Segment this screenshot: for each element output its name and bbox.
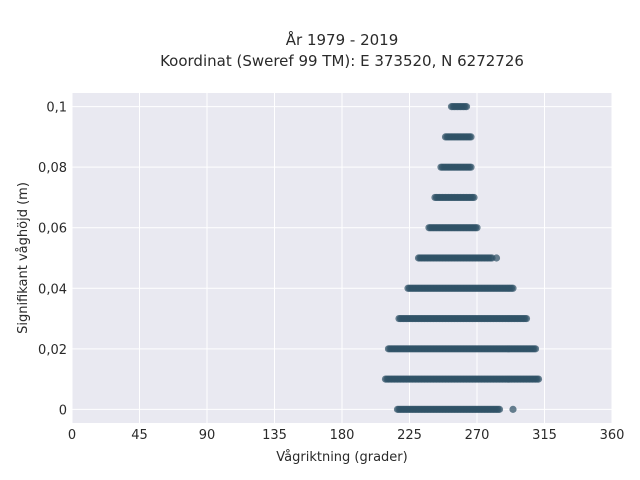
data-band (381, 375, 543, 383)
y-tick-label: 0,1 (46, 101, 67, 116)
data-point (467, 133, 475, 141)
y-tick-label: 0,08 (38, 161, 67, 176)
y-axis-label: Signifikant våghöjd (m) (16, 182, 31, 334)
y-tick-labels: 0 0,02 0,04 0,06 0,08 0,1 (38, 101, 67, 419)
data-point (492, 254, 501, 262)
data-band (384, 345, 540, 353)
data-band (441, 133, 475, 141)
data-band (393, 405, 517, 413)
data-point (462, 103, 471, 111)
chart-title: År 1979 - 2019 (286, 30, 399, 49)
x-tick-label: 90 (199, 428, 216, 443)
data-point (534, 375, 543, 383)
data-band (395, 314, 531, 323)
x-tick-labels: 0 45 90 135 180 225 270 315 360 (68, 428, 625, 443)
x-tick-label: 135 (262, 428, 287, 443)
data-band (447, 103, 471, 111)
x-tick-label: 315 (532, 428, 557, 443)
x-tick-label: 45 (131, 428, 148, 443)
data-point (473, 224, 481, 232)
data-band (431, 193, 478, 202)
y-tick-label: 0 (59, 403, 67, 418)
data-point (509, 405, 517, 413)
chart-subtitle: Koordinat (Sweref 99 TM): E 373520, N 62… (160, 52, 524, 70)
data-point (467, 163, 475, 171)
x-tick-label: 360 (600, 428, 625, 443)
y-tick-label: 0,06 (38, 222, 67, 237)
data-point (531, 345, 540, 353)
data-point (495, 405, 504, 413)
data-point (470, 193, 478, 202)
x-axis-label: Vågriktning (grader) (276, 450, 407, 465)
data-band (425, 224, 481, 232)
data-point (509, 284, 517, 292)
y-tick-label: 0,02 (38, 343, 67, 358)
data-points (381, 103, 543, 413)
data-band (404, 284, 517, 292)
x-tick-label: 225 (397, 428, 422, 443)
data-band (437, 163, 475, 171)
y-tick-label: 0,04 (38, 282, 67, 297)
x-tick-label: 0 (68, 428, 76, 443)
data-band (414, 254, 501, 262)
x-tick-label: 270 (465, 428, 490, 443)
x-tick-label: 180 (330, 428, 355, 443)
data-point (522, 314, 531, 323)
